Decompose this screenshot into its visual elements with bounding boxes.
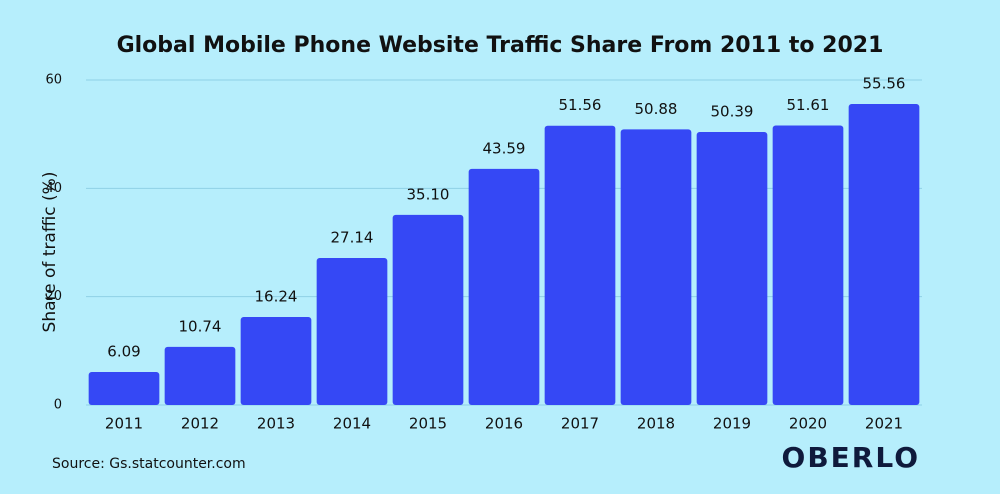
x-tick-label: 2011 bbox=[105, 415, 143, 433]
x-tick-label: 2014 bbox=[333, 415, 371, 433]
x-tick-label: 2018 bbox=[637, 415, 675, 433]
bar bbox=[88, 372, 160, 405]
bar bbox=[468, 168, 540, 405]
data-label: 55.56 bbox=[863, 75, 906, 93]
y-tick-label: 0 bbox=[54, 398, 62, 413]
bar bbox=[696, 132, 768, 405]
data-label: 43.59 bbox=[483, 139, 526, 157]
x-tick-label: 2021 bbox=[865, 415, 903, 433]
bar bbox=[392, 214, 464, 405]
data-label: 6.09 bbox=[107, 343, 140, 361]
data-label: 50.88 bbox=[635, 100, 678, 118]
data-label: 16.24 bbox=[255, 288, 298, 306]
x-tick-label: 2012 bbox=[181, 415, 219, 433]
bar bbox=[240, 317, 312, 405]
source: Source: Gs.statcounter.com bbox=[52, 456, 246, 472]
bar bbox=[848, 104, 920, 406]
x-tick-label: 2017 bbox=[561, 415, 599, 433]
bar bbox=[544, 125, 616, 405]
x-tick-label: 2015 bbox=[409, 415, 447, 433]
x-tick-label: 2016 bbox=[485, 415, 523, 433]
x-tick-label: 2013 bbox=[257, 415, 295, 433]
bar bbox=[164, 346, 236, 405]
data-label: 50.39 bbox=[711, 103, 754, 121]
bar bbox=[620, 129, 692, 405]
y-tick-label: 40 bbox=[45, 181, 62, 196]
data-label: 51.61 bbox=[787, 96, 830, 114]
data-label: 27.14 bbox=[331, 228, 374, 246]
bar bbox=[772, 125, 844, 405]
bar bbox=[316, 257, 388, 405]
data-label: 51.56 bbox=[559, 96, 602, 114]
y-tick-label: 60 bbox=[45, 73, 62, 88]
brand-logo: OBERLO bbox=[782, 441, 920, 474]
data-label: 35.10 bbox=[407, 185, 450, 203]
x-tick-label: 2020 bbox=[789, 415, 827, 433]
chart-title: Global Mobile Phone Website Traffic Shar… bbox=[117, 33, 884, 58]
y-tick-label: 20 bbox=[45, 289, 62, 304]
y-axis-label: Share of traffic (%) bbox=[40, 172, 60, 333]
data-label: 10.74 bbox=[179, 317, 222, 335]
x-tick-label: 2019 bbox=[713, 415, 751, 433]
